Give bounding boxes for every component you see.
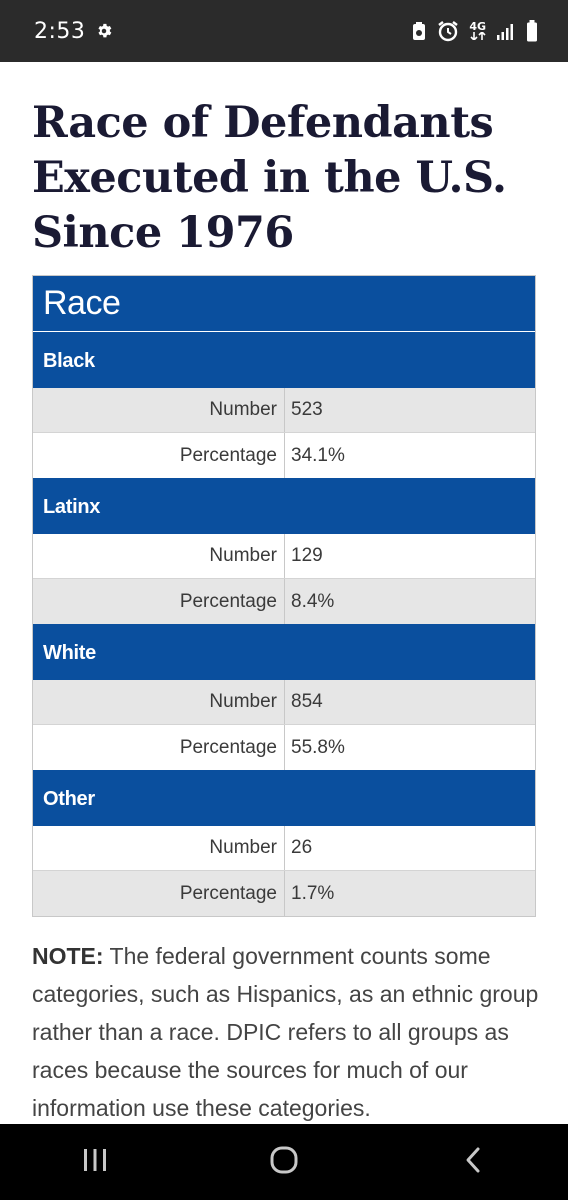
battery-saver-icon	[411, 21, 427, 41]
row-label: Percentage	[33, 433, 285, 478]
note-label: NOTE:	[32, 943, 104, 969]
row-label: Percentage	[33, 579, 285, 624]
row-label: Number	[33, 534, 285, 578]
row-value: 523	[291, 399, 323, 420]
back-icon	[463, 1146, 483, 1179]
table-row: Percentage 34.1%	[33, 433, 535, 478]
status-time: 2:53	[34, 18, 86, 44]
table-row: Number 129	[33, 534, 535, 579]
note-paragraph: NOTE: The federal government counts some…	[32, 937, 542, 1127]
group-header-black: Black	[33, 332, 535, 388]
table-row: Percentage 1.7%	[33, 871, 535, 916]
home-icon	[269, 1145, 299, 1180]
table-row: Percentage 8.4%	[33, 579, 535, 624]
row-label: Number	[33, 826, 285, 870]
signal-icon	[496, 22, 516, 40]
battery-icon	[526, 20, 538, 42]
row-label: Number	[33, 388, 285, 432]
navigation-bar	[0, 1124, 568, 1200]
page-title: Race of Defendants Executed in the U.S. …	[32, 96, 536, 261]
row-value: 129	[291, 545, 323, 566]
page-title-line: Executed in the U.S.	[32, 153, 507, 203]
row-label: Percentage	[33, 871, 285, 916]
settings-icon	[95, 22, 113, 40]
page-title-line: Race of Defendants	[32, 98, 494, 148]
table-row: Number 523	[33, 388, 535, 433]
row-label: Percentage	[33, 725, 285, 770]
article-content: Race of Defendants Executed in the U.S. …	[32, 96, 536, 261]
row-value: 854	[291, 691, 323, 712]
group-header-latinx: Latinx	[33, 478, 535, 534]
row-value: 34.1%	[291, 444, 345, 466]
status-bar: 2:53 4G	[0, 0, 568, 62]
note-text: The federal government counts some categ…	[32, 943, 539, 1121]
row-value: 1.7%	[291, 882, 335, 904]
row-label: Number	[33, 680, 285, 724]
group-header-white: White	[33, 624, 535, 680]
group-header-other: Other	[33, 770, 535, 826]
back-button[interactable]	[423, 1124, 523, 1200]
network-4g-icon: 4G	[469, 21, 486, 40]
home-button[interactable]	[234, 1124, 334, 1200]
row-value: 55.8%	[291, 736, 345, 758]
page-title-line: Since 1976	[32, 208, 294, 258]
race-table: Race Black Number 523 Percentage 34.1% L…	[32, 275, 536, 917]
row-value: 26	[291, 837, 313, 858]
table-row: Number 26	[33, 826, 535, 871]
recent-apps-button[interactable]	[45, 1124, 145, 1200]
recent-apps-icon	[81, 1147, 109, 1178]
row-value: 8.4%	[291, 590, 335, 612]
table-row: Percentage 55.8%	[33, 725, 535, 770]
alarm-icon	[437, 20, 459, 42]
table-row: Number 854	[33, 680, 535, 725]
table-header: Race	[33, 276, 535, 332]
